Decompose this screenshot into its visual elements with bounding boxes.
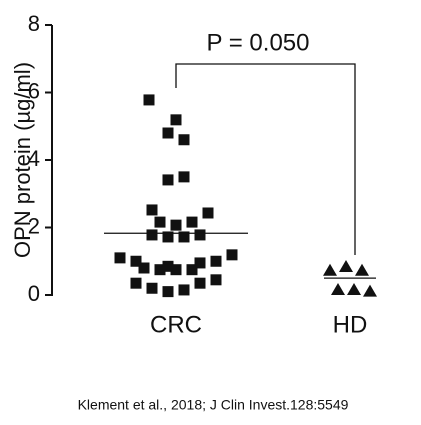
source: Klement et al., 2018; J Clin Invest.128:… <box>78 397 349 413</box>
point <box>162 231 174 243</box>
point <box>347 282 361 295</box>
point <box>186 216 198 228</box>
point <box>114 252 126 264</box>
point <box>170 219 182 231</box>
bracket <box>175 63 356 255</box>
point <box>170 264 182 276</box>
point <box>146 204 158 216</box>
point <box>138 262 150 274</box>
point <box>355 263 369 276</box>
point <box>146 229 158 241</box>
x-tick-label: CRC <box>150 311 202 338</box>
point <box>162 260 174 272</box>
point <box>194 257 206 269</box>
y-tick-label: 0 <box>28 281 40 306</box>
point <box>178 171 190 183</box>
p-value: P = 0.050 <box>207 29 310 56</box>
point <box>178 284 190 296</box>
point <box>178 134 190 146</box>
point <box>202 207 214 219</box>
point <box>194 229 206 241</box>
point <box>186 264 198 276</box>
point <box>331 282 345 295</box>
point <box>154 264 166 276</box>
y-tick-label: 6 <box>28 78 40 103</box>
y-tick-label: 4 <box>28 146 40 171</box>
point <box>226 249 238 261</box>
y-tick-label: 2 <box>28 213 40 238</box>
point <box>143 94 155 106</box>
point <box>363 284 377 297</box>
point <box>339 259 353 272</box>
point <box>162 174 174 186</box>
y-axis-label: OPN protein (µg/ml) <box>10 62 35 258</box>
point <box>170 114 182 126</box>
y-tick-label: 8 <box>28 11 40 36</box>
point <box>130 277 142 289</box>
point <box>162 127 174 139</box>
point <box>130 255 142 267</box>
point <box>210 255 222 267</box>
x-tick-label: HD <box>333 311 368 338</box>
point <box>146 282 158 294</box>
point <box>162 286 174 298</box>
point <box>210 274 222 286</box>
point <box>154 216 166 228</box>
point <box>178 231 190 243</box>
point <box>194 277 206 289</box>
point <box>323 263 337 276</box>
